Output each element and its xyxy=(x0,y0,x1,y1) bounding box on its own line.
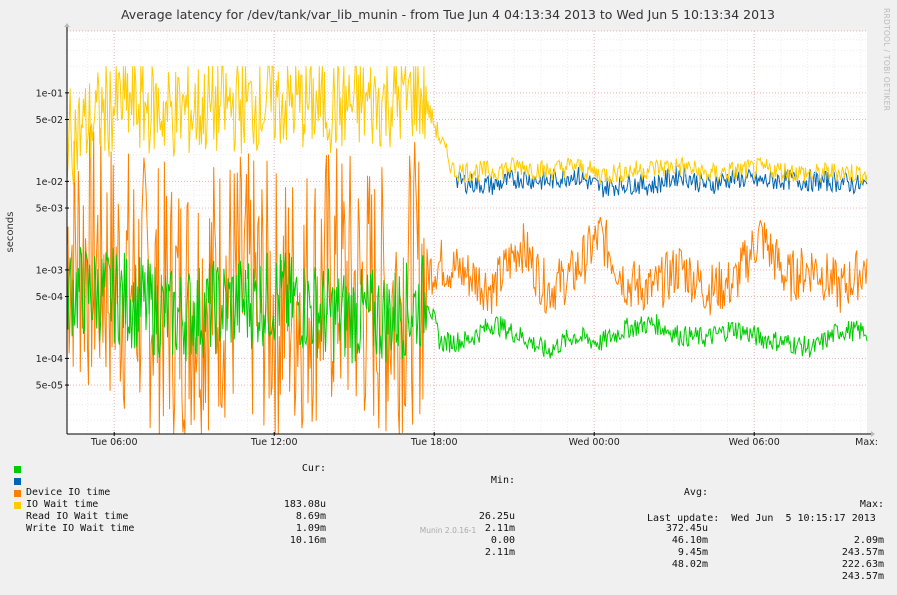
x-tick-label: Tue 18:00 xyxy=(410,437,458,448)
legend-header-max: Max: xyxy=(859,499,884,510)
legend-name: Read IO Wait time xyxy=(26,511,129,522)
legend-swatch-read-io-wait xyxy=(14,490,21,497)
legend-avg: 9.45m xyxy=(677,547,708,558)
legend-cur: 183.08u xyxy=(283,499,326,510)
legend-avg: 46.10m xyxy=(671,535,708,546)
legend-swatch-io-wait xyxy=(14,478,21,485)
legend-header-avg: Avg: xyxy=(683,487,708,498)
y-tick-label: 1e-03 xyxy=(36,265,63,276)
y-axis-arrow xyxy=(64,23,70,27)
series-line-read-io-wait-time xyxy=(66,125,868,434)
y-ticks: 1e-01 5e-02 1e-02 5e-03 1e-03 5e-04 1e-04 5e-05 xyxy=(36,88,69,392)
series-line-device-io-time xyxy=(66,246,868,364)
y-tick-label: 1e-01 xyxy=(36,88,63,99)
rrdtool-credit: RRDTOOL / TOBI OETIKER xyxy=(882,8,891,111)
legend-row: Read IO Wait time 1.09m 0.00 9.45m 222.6… xyxy=(14,487,886,570)
x-ticks: Tue 06:00 Tue 12:00 Tue 18:00 Wed 00:00 Wed … xyxy=(90,432,878,448)
legend-swatch-device-io xyxy=(14,466,21,473)
x-tick-label: Wed 06:00 xyxy=(729,437,780,448)
legend-row: Device IO time 183.08u 26.25u 372.45u 2.… xyxy=(14,463,886,546)
y-tick-label: 1e-02 xyxy=(36,177,63,188)
y-tick-label: 5e-05 xyxy=(36,381,63,392)
last-update: Last update: Wed Jun 5 10:15:17 2013 xyxy=(647,513,876,524)
legend-header-row: Cur: Min: Avg: Max: xyxy=(14,451,886,510)
axes xyxy=(64,23,875,437)
legend-avg: 372.45u xyxy=(665,523,708,534)
legend-header-min: Min: xyxy=(490,475,515,486)
y-tick-label: 5e-02 xyxy=(36,115,63,126)
legend-max: 2.09m xyxy=(853,535,884,546)
y-tick-label: 5e-03 xyxy=(36,204,63,215)
series-layer xyxy=(66,65,868,434)
legend-name: Device IO time xyxy=(26,487,111,498)
chart-title: Average latency for /dev/tank/var_lib_mu… xyxy=(121,7,775,22)
legend-avg: 48.02m xyxy=(671,559,708,570)
legend-min: 0.00 xyxy=(490,535,515,546)
x-axis-arrow xyxy=(871,431,875,437)
legend-max: 243.57m xyxy=(841,571,884,582)
legend-swatch-write-io-wait xyxy=(14,502,21,509)
x-tick-label: Tue 12:00 xyxy=(250,437,298,448)
legend-name: Write IO Wait time xyxy=(26,523,135,534)
y-tick-label: 1e-04 xyxy=(36,354,63,365)
legend-name: IO Wait time xyxy=(26,499,99,510)
legend-header-cur: Cur: xyxy=(301,463,326,474)
legend-row: Write IO Wait time 10.16m 2.11m 48.02m 2… xyxy=(14,499,886,582)
y-axis-label: seconds xyxy=(5,212,16,253)
legend-min: 2.11m xyxy=(484,547,515,558)
x-tick-label: Max: xyxy=(855,437,878,448)
legend-max: 222.63m xyxy=(841,559,884,570)
series-line-write-io-wait-time xyxy=(66,65,868,186)
legend-row: IO Wait time 8.69m 2.11m 46.10m 243.57m xyxy=(14,475,886,558)
y-tick-label: 5e-04 xyxy=(36,292,63,303)
munin-version: Munin 2.0.16-1 xyxy=(420,526,477,535)
grid xyxy=(67,30,867,434)
legend-cur: 10.16m xyxy=(289,535,326,546)
legend-min: 26.25u xyxy=(478,511,515,522)
legend-cur: 8.69m xyxy=(295,511,326,522)
legend-min: 2.11m xyxy=(484,523,515,534)
x-tick-label: Wed 00:00 xyxy=(569,437,620,448)
legend-cur: 1.09m xyxy=(295,523,326,534)
x-tick-label: Tue 06:00 xyxy=(90,437,138,448)
latency-chart: Average latency for /dev/tank/var_lib_mu… xyxy=(5,7,891,535)
legend-max: 243.57m xyxy=(841,547,884,558)
